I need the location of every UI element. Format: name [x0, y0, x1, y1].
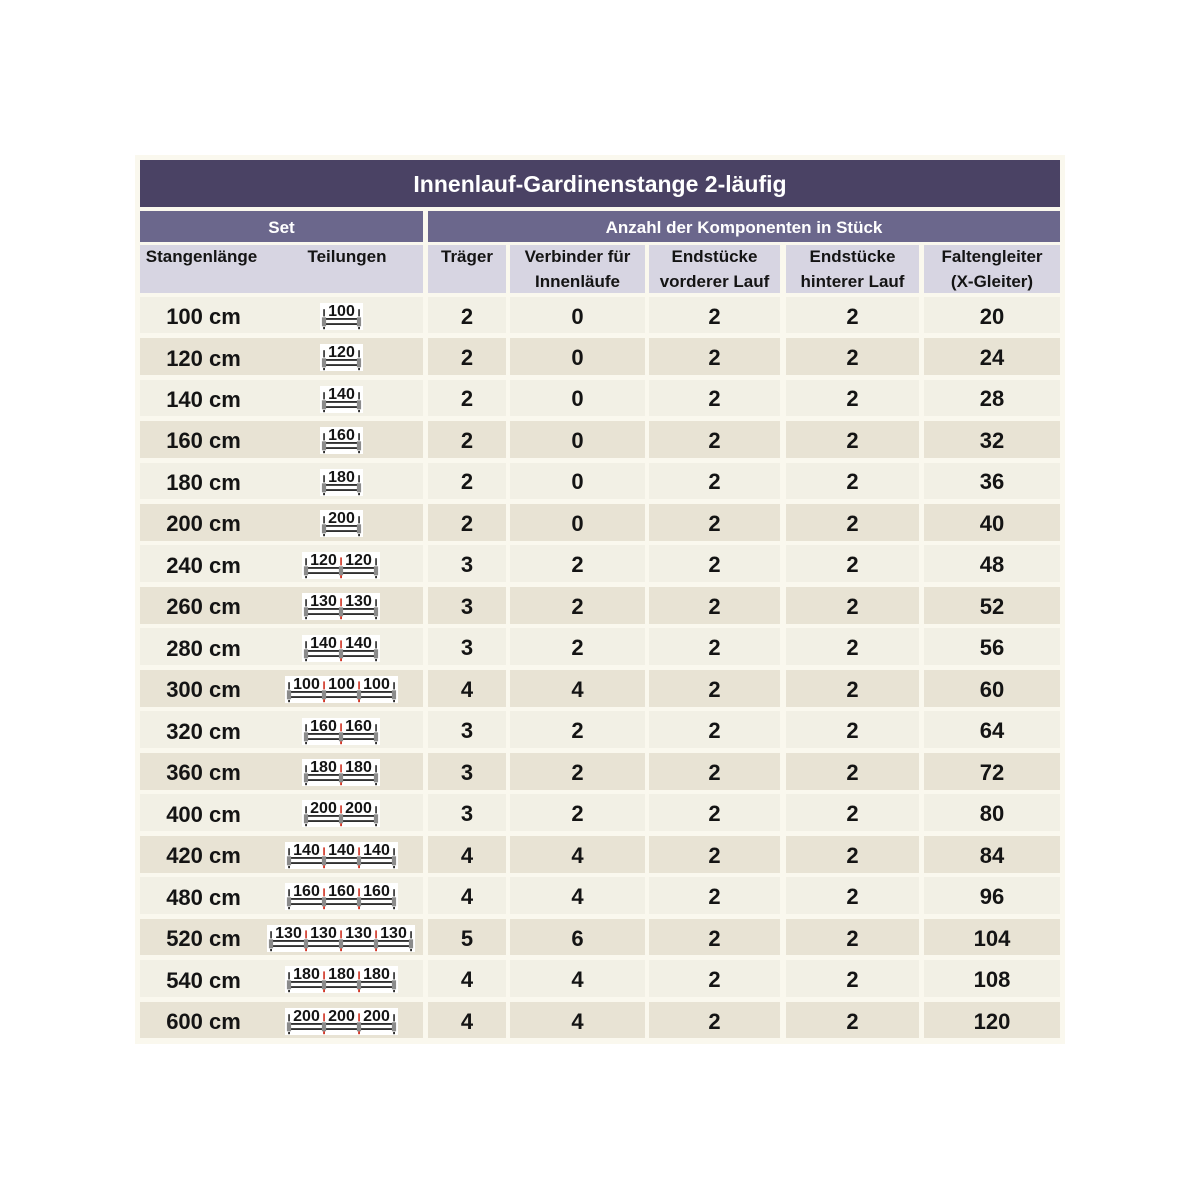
svg-text:160: 160 — [293, 883, 320, 900]
svg-text:130: 130 — [275, 925, 302, 942]
svg-text:180: 180 — [310, 759, 337, 776]
svg-text:120: 120 — [328, 344, 355, 361]
svg-text:200: 200 — [345, 800, 372, 817]
svg-text:160: 160 — [328, 883, 355, 900]
svg-text:120: 120 — [310, 552, 337, 569]
svg-text:160: 160 — [310, 718, 337, 735]
svg-text:200: 200 — [328, 1008, 355, 1025]
svg-text:200: 200 — [328, 510, 355, 527]
svg-text:140: 140 — [328, 386, 355, 403]
svg-text:100: 100 — [328, 676, 355, 693]
svg-text:130: 130 — [380, 925, 407, 942]
svg-text:200: 200 — [363, 1008, 390, 1025]
svg-text:100: 100 — [363, 676, 390, 693]
svg-text:160: 160 — [345, 718, 372, 735]
svg-text:140: 140 — [293, 842, 320, 859]
svg-text:100: 100 — [328, 303, 355, 320]
svg-text:200: 200 — [310, 800, 337, 817]
svg-text:120: 120 — [345, 552, 372, 569]
svg-text:100: 100 — [293, 676, 320, 693]
svg-text:180: 180 — [363, 966, 390, 983]
svg-text:140: 140 — [363, 842, 390, 859]
svg-text:130: 130 — [345, 593, 372, 610]
svg-text:160: 160 — [328, 427, 355, 444]
svg-text:130: 130 — [310, 925, 337, 942]
svg-text:180: 180 — [328, 966, 355, 983]
svg-text:180: 180 — [328, 469, 355, 486]
svg-text:140: 140 — [328, 842, 355, 859]
svg-text:160: 160 — [363, 883, 390, 900]
svg-text:140: 140 — [310, 635, 337, 652]
svg-text:200: 200 — [293, 1008, 320, 1025]
svg-text:180: 180 — [293, 966, 320, 983]
svg-text:130: 130 — [310, 593, 337, 610]
svg-text:180: 180 — [345, 759, 372, 776]
svg-text:130: 130 — [345, 925, 372, 942]
svg-text:140: 140 — [345, 635, 372, 652]
